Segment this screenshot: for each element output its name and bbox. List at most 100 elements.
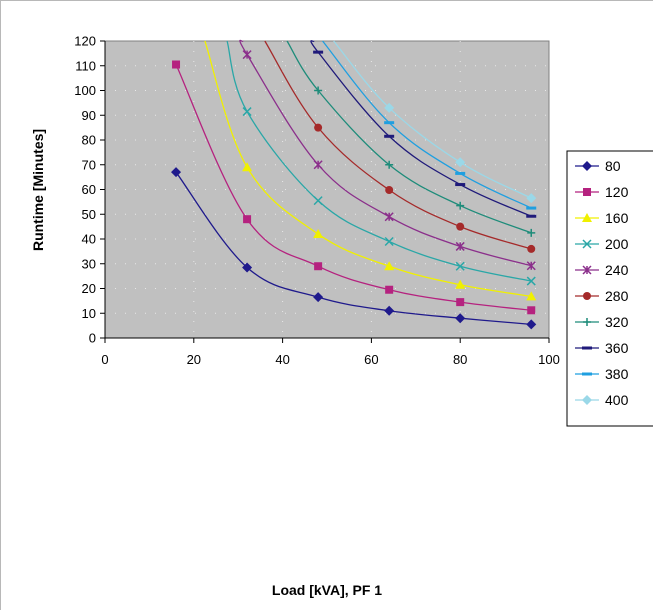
- y-tick-label: 70: [82, 157, 96, 172]
- legend-marker: [582, 213, 592, 222]
- x-tick-label: 40: [275, 352, 289, 367]
- data-point-240: [384, 212, 394, 222]
- legend-label: 400: [605, 392, 629, 408]
- data-point-200: [384, 236, 394, 247]
- x-tick-label: 100: [538, 352, 560, 367]
- legend-item-200: 200: [575, 236, 629, 252]
- data-point-320: [527, 228, 536, 237]
- legend-label: 160: [605, 210, 629, 226]
- legend-label: 360: [605, 340, 629, 356]
- data-point-80: [455, 313, 466, 324]
- data-point-400: [384, 102, 395, 113]
- legend-marker: [583, 188, 591, 196]
- data-point-80: [313, 292, 324, 303]
- data-point-320: [456, 201, 465, 210]
- data-point-80: [242, 262, 253, 273]
- data-point-240: [526, 261, 536, 271]
- plot-area: [104, 40, 550, 339]
- data-point-360: [384, 134, 395, 138]
- legend-marker: [583, 318, 591, 326]
- series-400: [333, 40, 537, 204]
- data-point-320: [385, 160, 394, 169]
- data-point-380: [384, 121, 395, 125]
- data-point-200: [313, 196, 323, 206]
- y-tick-label: 120: [74, 34, 96, 49]
- legend-marker: [582, 372, 592, 376]
- legend-marker: [582, 395, 592, 405]
- data-point-280: [527, 244, 536, 253]
- data-point-200: [455, 261, 465, 271]
- data-point-120: [527, 306, 536, 315]
- legend-label: 380: [605, 366, 629, 382]
- series-240: [239, 39, 536, 271]
- data-point-280: [456, 222, 465, 231]
- legend-label: 240: [605, 262, 629, 278]
- data-point-360: [526, 214, 537, 218]
- legend-item-240: 240: [575, 262, 629, 278]
- legend-item-400: 400: [575, 392, 629, 408]
- data-point-380: [526, 206, 537, 210]
- data-point-160: [313, 229, 324, 239]
- legend-label: 80: [605, 158, 621, 174]
- legend-marker: [582, 239, 592, 249]
- y-tick-label: 50: [82, 207, 96, 222]
- series-line-200: [226, 40, 532, 282]
- data-point-80: [171, 167, 182, 178]
- data-point-240: [313, 160, 323, 170]
- series-line-400: [333, 40, 532, 199]
- data-point-160: [455, 279, 466, 289]
- data-point-380: [455, 171, 466, 175]
- data-point-320: [314, 86, 323, 95]
- x-axis-title: Load [kVA], PF 1: [272, 582, 382, 598]
- data-point-80: [526, 319, 537, 330]
- x-tick-label: 20: [187, 352, 201, 367]
- legend-label: 200: [605, 236, 629, 252]
- data-point-120: [172, 60, 181, 69]
- legend-label: 320: [605, 314, 629, 330]
- data-point-120: [385, 285, 394, 294]
- data-point-360: [313, 50, 324, 54]
- grid-layer: [105, 41, 549, 338]
- y-tick-label: 80: [82, 133, 96, 148]
- y-tick-label: 90: [82, 108, 96, 123]
- data-point-120: [456, 298, 465, 307]
- legend-label: 120: [605, 184, 629, 200]
- y-tick-label: 60: [82, 182, 96, 197]
- legend-item-320: 320: [575, 314, 629, 330]
- data-point-400: [455, 157, 466, 168]
- x-tick-label: 0: [101, 352, 108, 367]
- y-tick-label: 20: [82, 281, 96, 296]
- series-380: [322, 40, 537, 210]
- series-280: [264, 40, 536, 253]
- legend-item-80: 80: [575, 158, 621, 174]
- legend-marker: [582, 265, 592, 275]
- y-tick-label: 110: [75, 58, 96, 73]
- y-tick-label: 30: [82, 256, 96, 271]
- legend-box: [566, 150, 653, 427]
- x-tick-label: 60: [364, 352, 378, 367]
- data-point-120: [314, 262, 323, 271]
- series-line-380: [322, 40, 532, 209]
- legend-label: 280: [605, 288, 629, 304]
- y-axis-title: Runtime [Minutes]: [30, 129, 46, 251]
- series-layer: [171, 39, 537, 330]
- series-320: [286, 40, 536, 237]
- data-point-200: [242, 107, 252, 117]
- data-point-120: [243, 215, 252, 224]
- axes-layer: 0 10 20 30 40 50 60 70 80 90 100 110 120 0 20 40 60 80 100: [74, 34, 560, 368]
- data-point-360: [455, 183, 466, 187]
- legend-marker: [582, 161, 592, 171]
- legend-item-280: 280: [575, 288, 629, 304]
- y-tick-label: 40: [82, 232, 96, 247]
- data-point-80: [384, 305, 395, 316]
- data-point-160: [526, 291, 537, 301]
- series-120: [172, 60, 536, 315]
- data-point-160: [242, 162, 253, 172]
- y-tick-label: 100: [74, 83, 96, 98]
- data-point-400: [526, 193, 537, 204]
- legend-marker: [583, 292, 591, 300]
- data-point-240: [242, 50, 252, 60]
- x-tick-label: 80: [453, 352, 467, 367]
